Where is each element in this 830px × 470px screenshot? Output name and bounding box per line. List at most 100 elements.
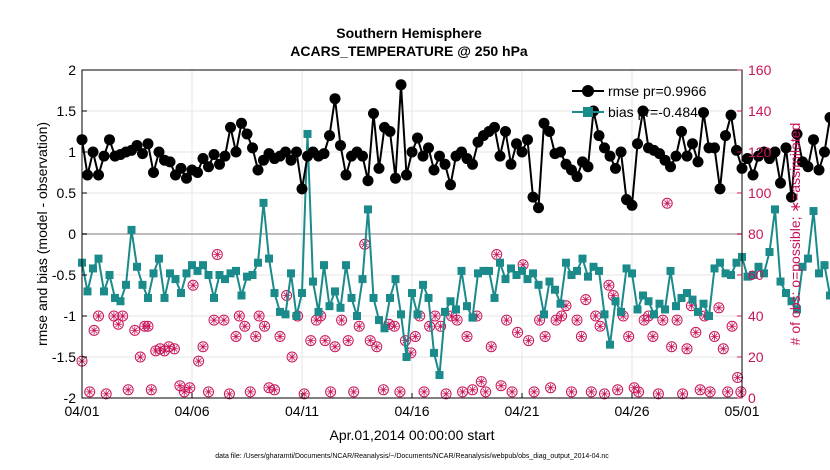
rmse-point: [489, 121, 500, 133]
obs-count-point: [690, 326, 702, 338]
bias-point: [325, 302, 334, 311]
obs-assimilated-marker: [425, 322, 434, 331]
obs-count-point: [480, 386, 492, 398]
obs-count-point: [253, 310, 265, 322]
obs-count-point: [342, 335, 354, 347]
bias-point: [287, 269, 295, 278]
obs-assimilated-marker: [573, 316, 581, 325]
obs-count-point: [418, 386, 430, 398]
rmse-point: [87, 146, 99, 158]
rmse-point: [626, 199, 638, 211]
obs-assimilated-marker: [630, 383, 639, 392]
obs-count-point: [694, 384, 706, 396]
obs-possible-marker: [666, 341, 678, 353]
rmse-point: [208, 148, 220, 160]
bias-point: [419, 280, 427, 289]
obs-assimilated-marker: [337, 316, 346, 325]
obs-count-point: [364, 335, 376, 347]
rmse-point: [439, 158, 451, 170]
obs-count-point: [336, 314, 348, 326]
obs-count-point: [424, 320, 436, 332]
obs-assimilated-marker: [644, 312, 653, 320]
obs-assimilated-marker: [733, 373, 742, 382]
rmse-point: [82, 169, 93, 181]
rmse-point: [819, 146, 830, 158]
bias-point: [732, 258, 741, 267]
obs-count-point: [377, 384, 389, 396]
obs-assimilated-marker: [728, 322, 737, 331]
obs-count-point: [145, 384, 157, 396]
obs-assimilated-marker: [232, 332, 240, 341]
rmse-point: [296, 183, 308, 195]
obs-possible-marker: [319, 335, 331, 347]
obs-count-point: [495, 380, 507, 392]
bias-point: [138, 280, 147, 289]
rmse-point: [192, 167, 203, 178]
obs-assimilated-marker: [349, 387, 358, 396]
y-left-tick-label: -0.5: [52, 267, 76, 283]
bias-point: [644, 297, 653, 306]
obs-assimilated-marker: [463, 332, 471, 341]
obs-possible-marker: [713, 302, 725, 314]
bias-point: [600, 310, 609, 319]
obs-possible-marker: [732, 372, 744, 383]
obs-assimilated-marker: [624, 332, 633, 341]
obs-possible-marker: [446, 310, 458, 322]
obs-possible-marker: [342, 335, 354, 347]
obs-assimilated-marker: [260, 322, 269, 331]
obs-assimilated-marker: [458, 387, 467, 396]
obs-assimilated-marker: [255, 312, 264, 320]
obs-possible-marker: [612, 384, 624, 396]
obs-possible-marker: [129, 324, 141, 336]
bias-point: [155, 254, 163, 263]
obs-possible-marker: [671, 314, 683, 326]
obs-possible-marker: [717, 343, 729, 355]
bias-point: [358, 275, 367, 284]
obs-possible-marker: [623, 331, 635, 342]
bias-point: [303, 129, 312, 138]
obs-assimilated-marker: [251, 332, 260, 341]
obs-count-point: [726, 320, 738, 332]
obs-possible-marker: [501, 314, 513, 326]
obs-count-point: [446, 310, 458, 322]
rmse-point: [610, 162, 621, 174]
chart-subtitle: ACARS_TEMPERATURE @ 250 hPa: [290, 43, 528, 59]
obs-count-point: [652, 388, 664, 400]
bias-point: [710, 264, 719, 273]
obs-count-point: [457, 386, 469, 398]
bias-point: [617, 307, 625, 316]
bias-point: [149, 269, 158, 278]
bias-point: [688, 295, 697, 304]
y-left-axis-label: rmse and bias (model - observation): [34, 122, 50, 346]
obs-possible-marker: [735, 386, 747, 398]
obs-possible-marker: [647, 331, 659, 342]
obs-possible-marker: [197, 341, 209, 353]
rmse-point: [813, 164, 825, 176]
obs-assimilated-marker: [160, 346, 169, 355]
obs-assimilated-marker: [683, 344, 691, 353]
obs-count-point: [501, 314, 513, 326]
obs-assimilated-marker: [118, 312, 127, 320]
obs-count-point: [657, 314, 669, 326]
obs-count-point: [545, 382, 557, 394]
obs-count-point: [512, 326, 524, 338]
obs-count-point: [666, 341, 678, 353]
obs-assimilated-marker: [508, 387, 517, 396]
obs-possible-marker: [230, 331, 242, 342]
obs-count-point: [633, 386, 645, 398]
obs-count-point: [193, 355, 205, 367]
obs-count-point: [661, 197, 673, 209]
obs-count-point: [681, 343, 693, 355]
bias-point: [188, 261, 196, 270]
obs-count-point: [491, 249, 503, 260]
bias-point: [94, 254, 103, 263]
obs-assimilated-marker: [170, 344, 179, 353]
obs-assimilated-marker: [524, 336, 533, 345]
bias-point: [89, 264, 97, 273]
rmse-point: [709, 142, 720, 154]
bias-point: [716, 258, 724, 267]
bias-point: [551, 285, 559, 294]
obs-assimilated-marker: [300, 389, 309, 398]
obs-count-point: [638, 314, 650, 326]
legend-bias-marker: [583, 107, 593, 117]
